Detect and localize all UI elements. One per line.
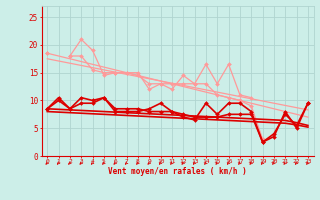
X-axis label: Vent moyen/en rafales ( km/h ): Vent moyen/en rafales ( km/h )	[108, 167, 247, 176]
